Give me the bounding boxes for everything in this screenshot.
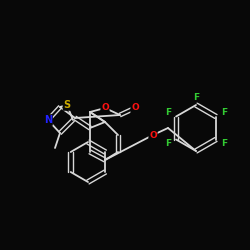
Text: O: O bbox=[149, 130, 157, 140]
Text: F: F bbox=[193, 92, 199, 102]
Text: F: F bbox=[165, 108, 171, 117]
Text: O: O bbox=[101, 104, 109, 112]
Text: S: S bbox=[64, 100, 70, 110]
Text: F: F bbox=[221, 139, 227, 148]
Text: N: N bbox=[44, 115, 52, 125]
Text: F: F bbox=[165, 139, 171, 148]
Text: O: O bbox=[131, 104, 139, 112]
Text: F: F bbox=[221, 108, 227, 117]
